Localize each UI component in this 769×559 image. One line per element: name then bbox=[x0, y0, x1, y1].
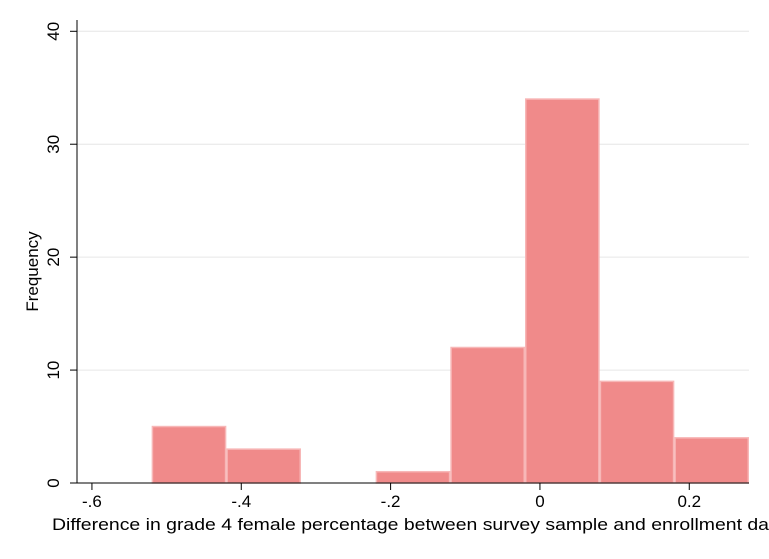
x-tick-label-4: 0.2 bbox=[677, 492, 701, 511]
histogram-bar-4 bbox=[450, 346, 526, 484]
histogram-bar-5 bbox=[525, 98, 600, 484]
y-tick-label-4: 40 bbox=[44, 22, 63, 41]
y-tick-label-1: 10 bbox=[44, 361, 63, 380]
histogram-bar-7 bbox=[674, 437, 749, 484]
x-tick-label-3: 0 bbox=[535, 492, 544, 511]
histogram-bar-0 bbox=[151, 425, 227, 484]
histogram-bars bbox=[151, 98, 749, 484]
x-ticks: -.6 -.4 -.2 0 0.2 bbox=[82, 483, 701, 511]
y-ticks: 0 10 20 30 40 bbox=[44, 22, 77, 488]
x-tick-label-2: -.2 bbox=[381, 492, 401, 511]
y-tick-label-0: 0 bbox=[44, 478, 63, 487]
x-tick-label-0: -.6 bbox=[82, 492, 102, 511]
x-axis-title: Difference in grade 4 female percentage … bbox=[52, 515, 769, 534]
histogram-bar-3 bbox=[375, 470, 451, 484]
histogram-bar-6 bbox=[599, 380, 675, 484]
x-tick-label-1: -.4 bbox=[231, 492, 251, 511]
y-axis-title: Frequency bbox=[23, 231, 42, 312]
y-tick-label-2: 20 bbox=[44, 248, 63, 267]
axes bbox=[76, 20, 749, 484]
grid-lines bbox=[77, 30, 749, 371]
y-tick-label-3: 30 bbox=[44, 135, 63, 154]
histogram-bar-1 bbox=[226, 448, 301, 484]
